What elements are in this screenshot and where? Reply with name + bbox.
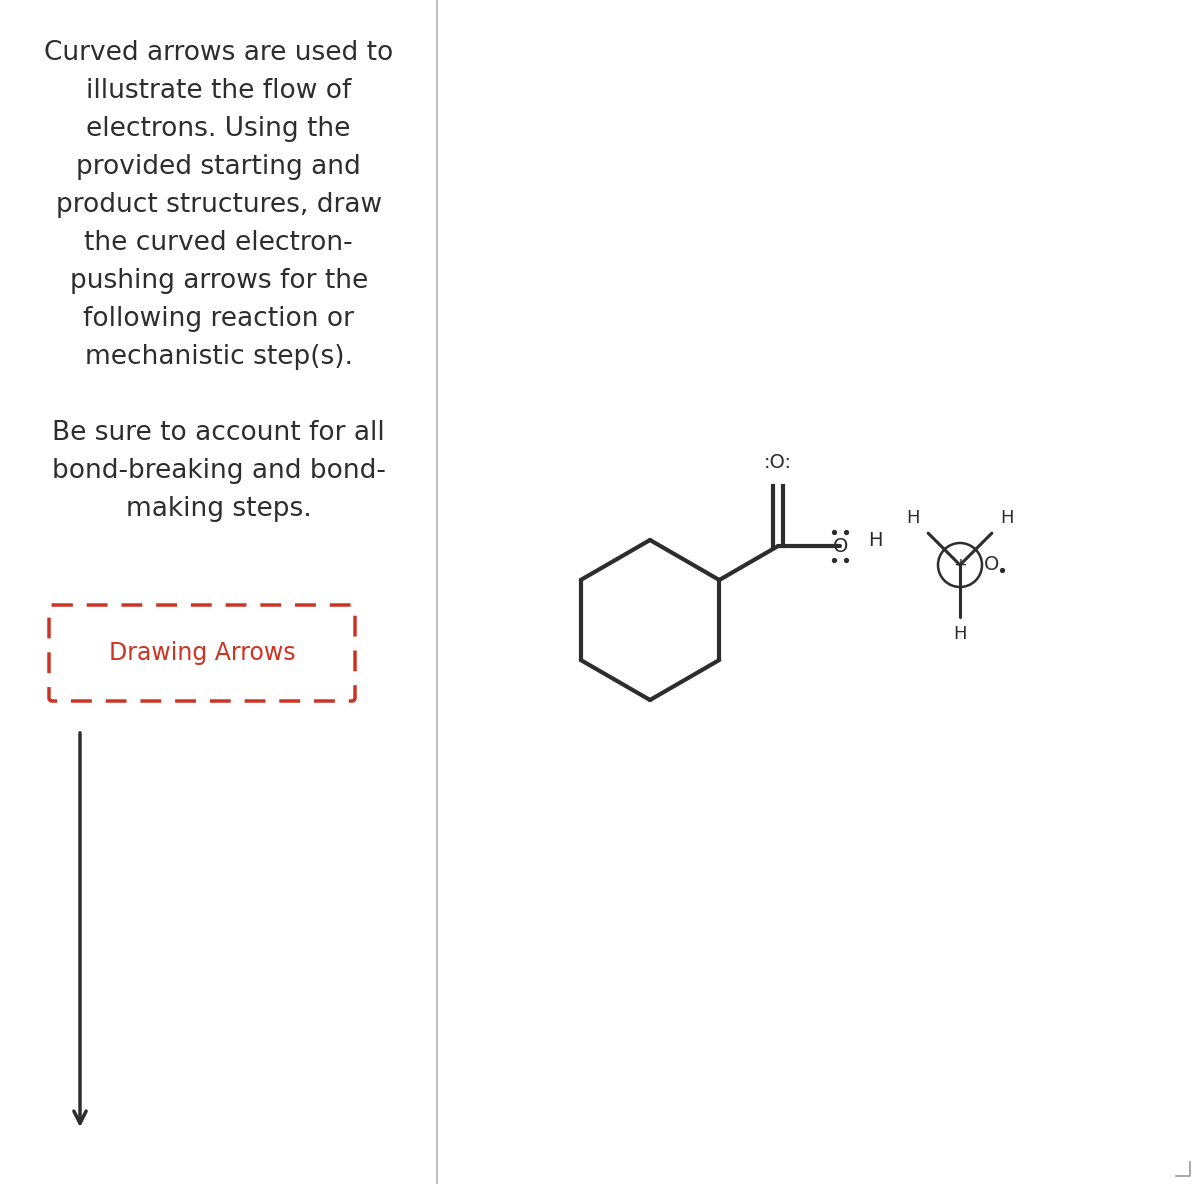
Text: +: + (954, 556, 967, 574)
Text: bond-breaking and bond-: bond-breaking and bond- (52, 458, 386, 484)
Text: following reaction or: following reaction or (83, 305, 355, 332)
Text: Curved arrows are used to: Curved arrows are used to (44, 40, 393, 66)
Text: electrons. Using the: electrons. Using the (86, 116, 351, 142)
Text: :O:: :O: (764, 453, 792, 472)
Text: making steps.: making steps. (126, 496, 311, 522)
Text: Be sure to account for all: Be sure to account for all (53, 420, 385, 446)
Text: O: O (833, 536, 848, 555)
Text: O: O (984, 555, 999, 574)
Text: illustrate the flow of: illustrate the flow of (86, 78, 351, 104)
Text: H: H (1000, 509, 1014, 527)
Text: pushing arrows for the: pushing arrows for the (69, 268, 368, 294)
Text: Drawing Arrows: Drawing Arrows (109, 641, 296, 665)
Text: product structures, draw: product structures, draw (55, 192, 382, 218)
Text: H: H (907, 509, 920, 527)
Text: H: H (954, 625, 967, 643)
Text: H: H (869, 530, 883, 549)
Text: provided starting and: provided starting and (77, 154, 361, 180)
Text: mechanistic step(s).: mechanistic step(s). (85, 345, 352, 369)
Text: the curved electron-: the curved electron- (84, 230, 353, 256)
